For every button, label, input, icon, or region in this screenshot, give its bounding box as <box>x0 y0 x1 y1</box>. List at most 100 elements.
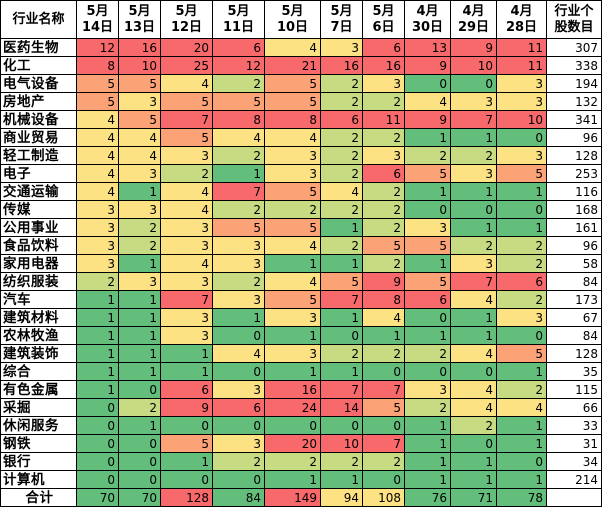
heat-cell: 3 <box>160 236 213 255</box>
heat-cell: 2 <box>320 164 363 183</box>
total-stocks-header: 行业个 股数目 <box>546 0 602 39</box>
heat-cell: 1 <box>450 470 497 489</box>
total-cell: 94 <box>320 488 363 507</box>
heat-cell: 2 <box>118 218 161 237</box>
heat-cell: 6 <box>404 290 451 309</box>
date-header-9: 4月 28日 <box>496 0 547 39</box>
heat-cell: 3 <box>76 200 119 219</box>
heat-cell: 1 <box>404 254 451 273</box>
date-header-1-line1: 5月 <box>128 3 151 19</box>
heat-cell: 9 <box>404 56 451 75</box>
heat-cell: 2 <box>450 416 497 435</box>
heat-cell: 0 <box>450 362 497 381</box>
date-header-5-line2: 7日 <box>330 19 353 35</box>
heat-cell: 2 <box>404 398 451 417</box>
industry-name: 计算机 <box>0 470 77 489</box>
heat-cell: 1 <box>264 362 321 381</box>
heat-cell: 5 <box>362 236 405 255</box>
date-header-0: 5月 14日 <box>76 0 119 39</box>
date-header-2-line1: 5月 <box>175 3 198 19</box>
heat-cell: 3 <box>76 218 119 237</box>
heat-cell: 1 <box>404 182 451 201</box>
industry-stock-count: 34 <box>546 452 602 471</box>
heat-cell: 4 <box>264 272 321 291</box>
heat-cell: 1 <box>118 290 161 309</box>
heat-cell: 4 <box>496 398 547 417</box>
total-stocks-header-line1: 行业个 <box>554 3 594 19</box>
heat-cell: 2 <box>362 92 405 111</box>
industry-name: 交通运输 <box>0 182 77 201</box>
heat-cell: 2 <box>362 344 405 363</box>
date-header-4-line1: 5月 <box>281 3 304 19</box>
heat-cell: 7 <box>450 110 497 129</box>
heat-cell: 1 <box>212 308 265 327</box>
industry-name: 汽车 <box>0 290 77 309</box>
heat-cell: 9 <box>450 38 497 57</box>
heat-cell: 0 <box>212 470 265 489</box>
heat-cell: 8 <box>264 110 321 129</box>
date-header-6-line1: 5月 <box>372 3 395 19</box>
date-header-3: 5月 11日 <box>212 0 265 39</box>
heat-cell: 2 <box>320 128 363 147</box>
heat-cell: 0 <box>212 326 265 345</box>
total-cell: 71 <box>450 488 497 507</box>
heat-cell: 1 <box>404 434 451 453</box>
table-row: 轻工制造 4 4 3 2 3 2 3 2 2 3 128 <box>0 146 602 165</box>
heat-cell: 3 <box>450 254 497 273</box>
heat-cell: 9 <box>404 110 451 129</box>
heat-cell: 3 <box>212 236 265 255</box>
heat-cell: 8 <box>362 290 405 309</box>
heat-cell: 2 <box>212 146 265 165</box>
industry-stock-count: 128 <box>546 344 602 363</box>
heat-cell: 3 <box>160 146 213 165</box>
date-header-8-line1: 4月 <box>462 3 485 19</box>
industry-name: 机械设备 <box>0 110 77 129</box>
heat-cell: 10 <box>118 56 161 75</box>
heat-cell: 8 <box>76 56 119 75</box>
total-cell: 70 <box>76 488 119 507</box>
heat-cell: 16 <box>264 380 321 399</box>
heat-cell: 4 <box>362 308 405 327</box>
heat-cell: 3 <box>160 272 213 291</box>
heat-cell: 0 <box>118 434 161 453</box>
heat-cell: 1 <box>404 128 451 147</box>
industry-stock-count: 132 <box>546 92 602 111</box>
heat-cell: 25 <box>160 56 213 75</box>
heat-cell: 1 <box>76 344 119 363</box>
industry-name: 电气设备 <box>0 74 77 93</box>
heat-cell: 0 <box>118 470 161 489</box>
table-row: 休闲服务 0 1 0 0 0 0 0 1 2 1 33 <box>0 416 602 435</box>
industry-stock-count: 116 <box>546 182 602 201</box>
heat-cell: 1 <box>118 362 161 381</box>
date-header-4-line2: 10日 <box>276 19 309 35</box>
heat-cell: 2 <box>404 344 451 363</box>
heat-cell: 5 <box>404 164 451 183</box>
heat-cell: 0 <box>496 452 547 471</box>
heat-cell: 4 <box>160 200 213 219</box>
heat-cell: 5 <box>496 344 547 363</box>
date-header-5-line1: 5月 <box>330 3 353 19</box>
industry-name: 传媒 <box>0 200 77 219</box>
date-header-7-line1: 4月 <box>416 3 439 19</box>
heat-cell: 1 <box>450 182 497 201</box>
heat-cell: 0 <box>450 200 497 219</box>
heat-cell: 1 <box>118 308 161 327</box>
heat-cell: 13 <box>404 38 451 57</box>
heat-cell: 3 <box>264 308 321 327</box>
heat-cell: 3 <box>118 200 161 219</box>
heat-cell: 3 <box>76 236 119 255</box>
heat-cell: 4 <box>450 398 497 417</box>
heat-cell: 14 <box>320 398 363 417</box>
heat-cell: 2 <box>404 146 451 165</box>
heat-cell: 0 <box>264 416 321 435</box>
heat-cell: 3 <box>496 74 547 93</box>
heat-cell: 5 <box>264 290 321 309</box>
heat-cell: 3 <box>404 218 451 237</box>
heat-cell: 1 <box>118 416 161 435</box>
industry-stock-count: 341 <box>546 110 602 129</box>
heat-cell: 3 <box>160 218 213 237</box>
heat-cell: 2 <box>320 452 363 471</box>
industry-name: 商业贸易 <box>0 128 77 147</box>
table-row: 建筑材料 1 1 3 1 3 1 4 0 1 3 67 <box>0 308 602 327</box>
